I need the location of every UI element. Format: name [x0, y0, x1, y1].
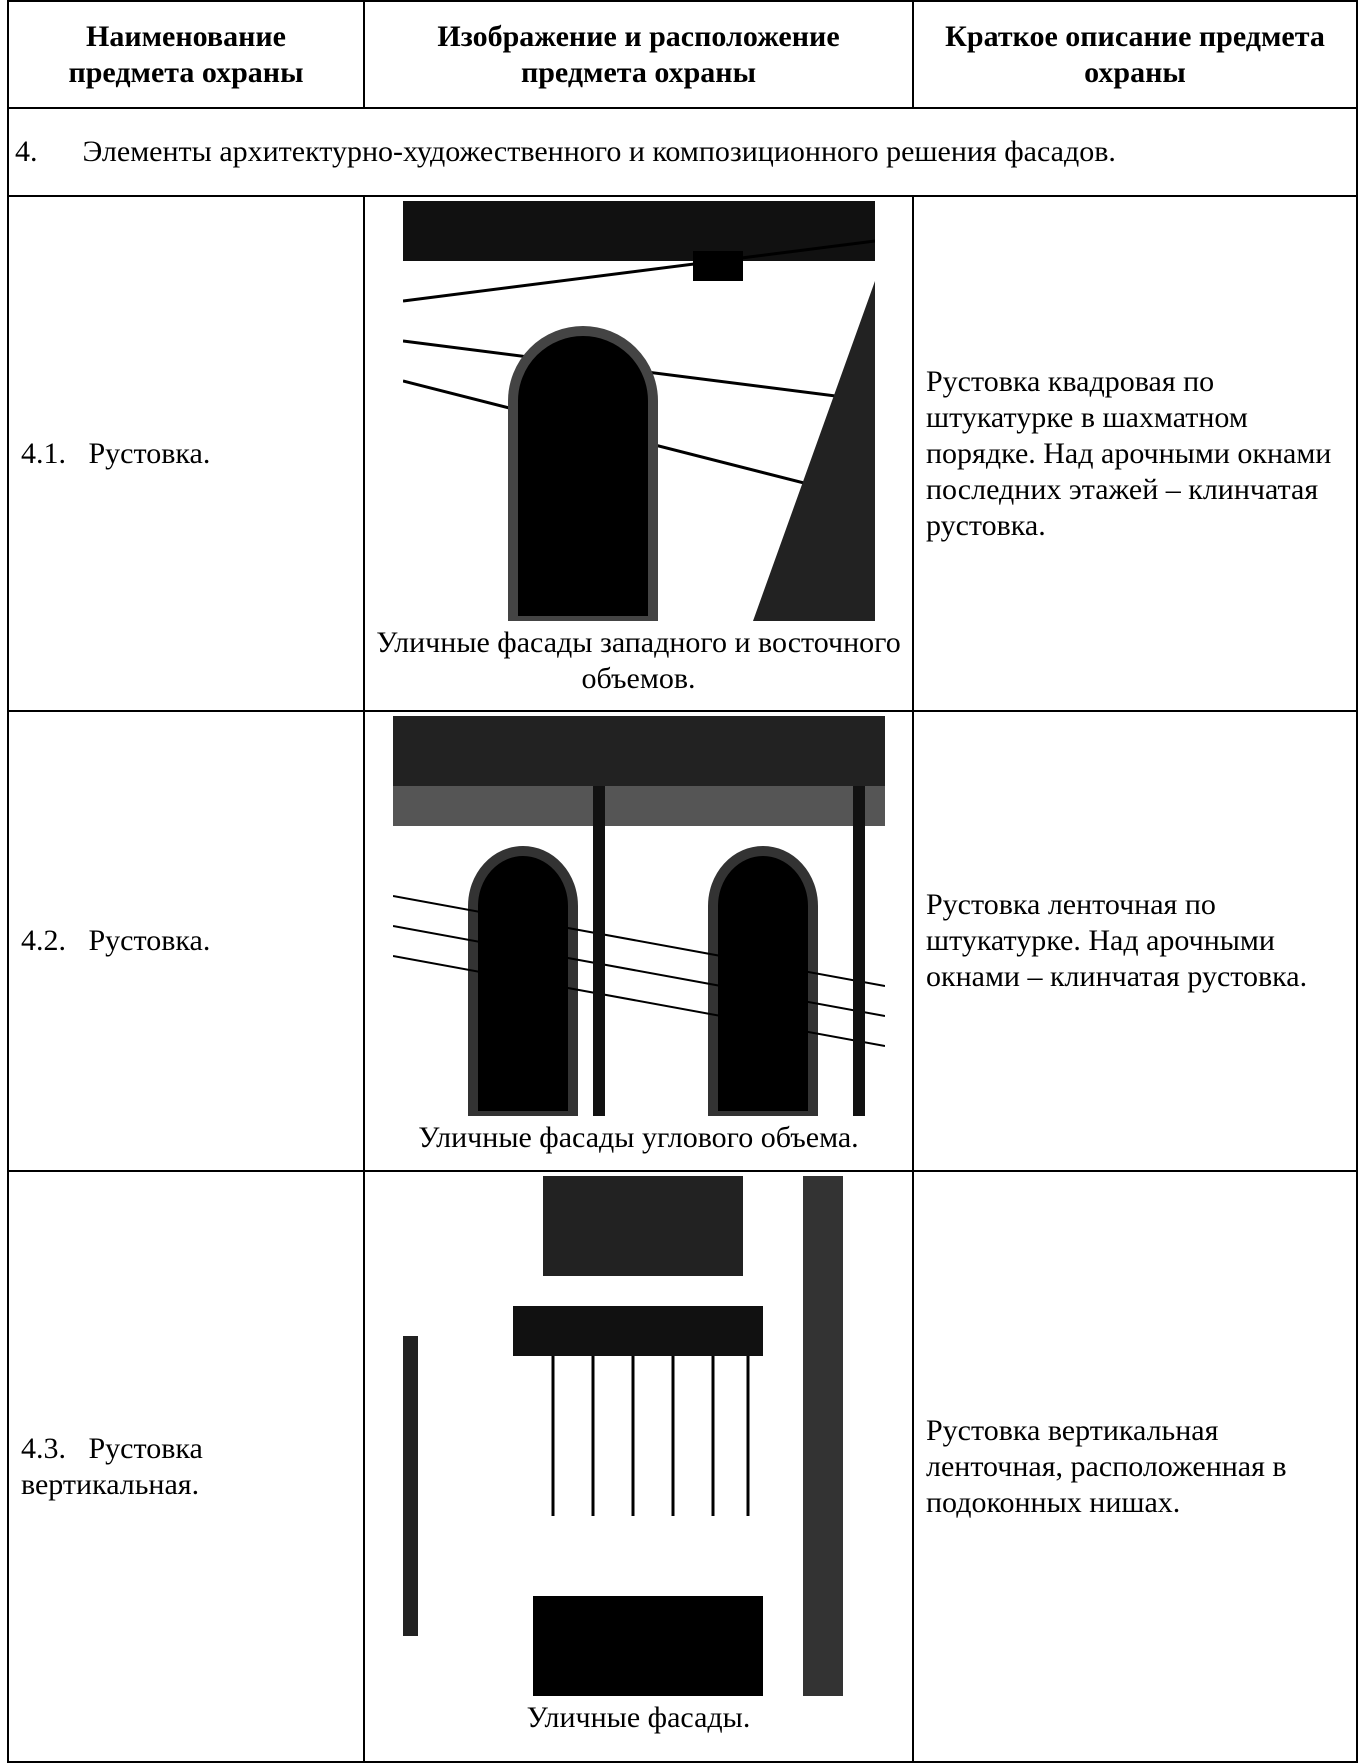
- row-number: 4.1.: [21, 436, 66, 470]
- section-title: Элементы архитектурно-художественного и …: [82, 135, 1116, 168]
- row-name: Рустовка.: [88, 436, 211, 470]
- image-cell: Уличные фасады.: [363, 1170, 914, 1763]
- photo-caption: Уличные фасады западного и восточного об…: [376, 626, 901, 695]
- section-number: 4.: [15, 135, 38, 168]
- header-row: Наименование предмета охраны Изображение…: [7, 0, 1358, 109]
- photo: [392, 716, 885, 1116]
- row: 4.2. Рустовка. Уличные фасады углового о…: [7, 710, 1358, 1172]
- photo-caption: Уличные фасады.: [526, 1701, 751, 1734]
- row-name: Рустовка.: [88, 924, 211, 957]
- photo: [392, 1176, 885, 1696]
- row-number: 4.3.: [21, 1431, 66, 1465]
- name-cell: 4.3. Рустовка вертикальная.: [7, 1170, 365, 1763]
- header-cell: Наименование предмета охраны: [7, 0, 365, 109]
- photo-caption: Уличные фасады углового объема.: [418, 1121, 859, 1154]
- name-cell: 4.1. Рустовка.: [7, 195, 365, 712]
- section-cell: 4. Элементы архитектурно-художественного…: [7, 107, 1358, 197]
- name-cell: 4.2. Рустовка.: [7, 710, 365, 1172]
- description-cell: Рустовка ленточная по штукатурке. Над ар…: [912, 710, 1358, 1172]
- header-cell: Изображение и расположение предмета охра…: [363, 0, 914, 109]
- image-cell: Уличные фасады западного и восточного об…: [363, 195, 914, 712]
- section-row: 4. Элементы архитектурно-художественного…: [7, 107, 1358, 197]
- protection-table: Наименование предмета охраны Изображение…: [7, 0, 1358, 1763]
- row-number: 4.2.: [21, 924, 66, 957]
- row-name: Рустовка вертикальная.: [21, 1431, 203, 1501]
- row: 4.1. Рустовка. Уличные фасады западного …: [7, 195, 1358, 712]
- header-cell: Краткое описание предмета охраны: [912, 0, 1358, 109]
- description-cell: Рустовка вертикальная ленточная, располо…: [912, 1170, 1358, 1763]
- row: 4.3. Рустовка вертикальная. Уличные фаса…: [7, 1170, 1358, 1763]
- photo: [402, 201, 875, 621]
- description-cell: Рустовка квадровая по штукатурке в шахма…: [912, 195, 1358, 712]
- image-cell: Уличные фасады углового объема.: [363, 710, 914, 1172]
